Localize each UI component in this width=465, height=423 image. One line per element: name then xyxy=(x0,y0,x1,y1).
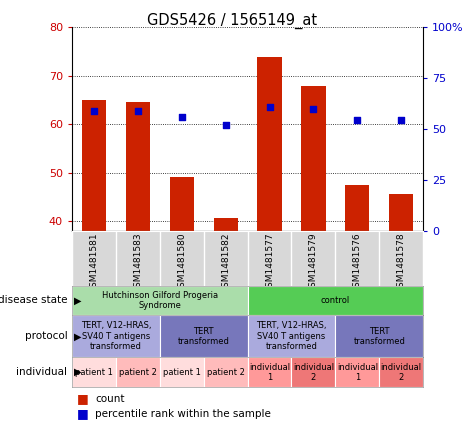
Text: ■: ■ xyxy=(77,407,88,420)
Bar xyxy=(82,100,106,231)
Bar xyxy=(160,315,248,357)
Text: GSM1481578: GSM1481578 xyxy=(397,232,405,293)
Bar xyxy=(301,85,325,231)
Text: Hutchinson Gilford Progeria
Syndrome: Hutchinson Gilford Progeria Syndrome xyxy=(102,291,218,310)
Bar xyxy=(116,357,160,387)
Bar xyxy=(258,57,282,231)
Bar xyxy=(345,184,369,231)
Bar xyxy=(72,315,160,357)
Text: ▶: ▶ xyxy=(74,367,82,377)
Bar xyxy=(204,357,247,387)
Text: percentile rank within the sample: percentile rank within the sample xyxy=(95,409,271,419)
Bar xyxy=(379,357,423,387)
Text: ▶: ▶ xyxy=(74,295,82,305)
Bar xyxy=(213,218,238,231)
Text: individual
2: individual 2 xyxy=(293,363,334,382)
Point xyxy=(90,107,98,114)
Text: individual
1: individual 1 xyxy=(337,363,378,382)
Point xyxy=(178,113,186,120)
Bar xyxy=(72,286,248,315)
Text: GDS5426 / 1565149_at: GDS5426 / 1565149_at xyxy=(147,13,318,29)
Text: TERT, V12-HRAS,
SV40 T antigens
transformed: TERT, V12-HRAS, SV40 T antigens transfor… xyxy=(256,321,327,351)
Text: GSM1481582: GSM1481582 xyxy=(221,232,230,293)
Text: disease state: disease state xyxy=(0,295,67,305)
Text: patient 1: patient 1 xyxy=(75,368,113,377)
Text: individual
1: individual 1 xyxy=(249,363,290,382)
Text: GSM1481577: GSM1481577 xyxy=(265,232,274,293)
Text: control: control xyxy=(321,296,350,305)
Bar xyxy=(72,357,116,387)
Bar xyxy=(170,177,194,231)
Text: TERT, V12-HRAS,
SV40 T antigens
transformed: TERT, V12-HRAS, SV40 T antigens transfor… xyxy=(81,321,151,351)
Text: count: count xyxy=(95,394,125,404)
Text: GSM1481580: GSM1481580 xyxy=(177,232,186,293)
Text: protocol: protocol xyxy=(25,331,67,341)
Bar xyxy=(126,102,150,231)
Text: ▶: ▶ xyxy=(74,331,82,341)
Bar xyxy=(335,357,379,387)
Text: patient 2: patient 2 xyxy=(207,368,245,377)
Point xyxy=(398,116,405,123)
Bar xyxy=(248,315,335,357)
Text: GSM1481579: GSM1481579 xyxy=(309,232,318,293)
Point xyxy=(222,121,229,128)
Bar xyxy=(335,315,423,357)
Bar xyxy=(292,357,335,387)
Point xyxy=(310,105,317,112)
Text: individual
2: individual 2 xyxy=(381,363,422,382)
Bar xyxy=(248,357,292,387)
Text: GSM1481576: GSM1481576 xyxy=(353,232,362,293)
Text: TERT
transformed: TERT transformed xyxy=(353,327,405,346)
Text: individual: individual xyxy=(16,367,67,377)
Point xyxy=(353,116,361,123)
Text: ■: ■ xyxy=(77,393,88,405)
Text: GSM1481583: GSM1481583 xyxy=(133,232,142,293)
Point xyxy=(134,107,142,114)
Point xyxy=(266,103,273,110)
Text: patient 2: patient 2 xyxy=(119,368,157,377)
Bar xyxy=(389,194,413,231)
Text: TERT
transformed: TERT transformed xyxy=(178,327,230,346)
Text: patient 1: patient 1 xyxy=(163,368,201,377)
Bar xyxy=(248,286,423,315)
Text: GSM1481581: GSM1481581 xyxy=(90,232,99,293)
Bar xyxy=(160,357,204,387)
